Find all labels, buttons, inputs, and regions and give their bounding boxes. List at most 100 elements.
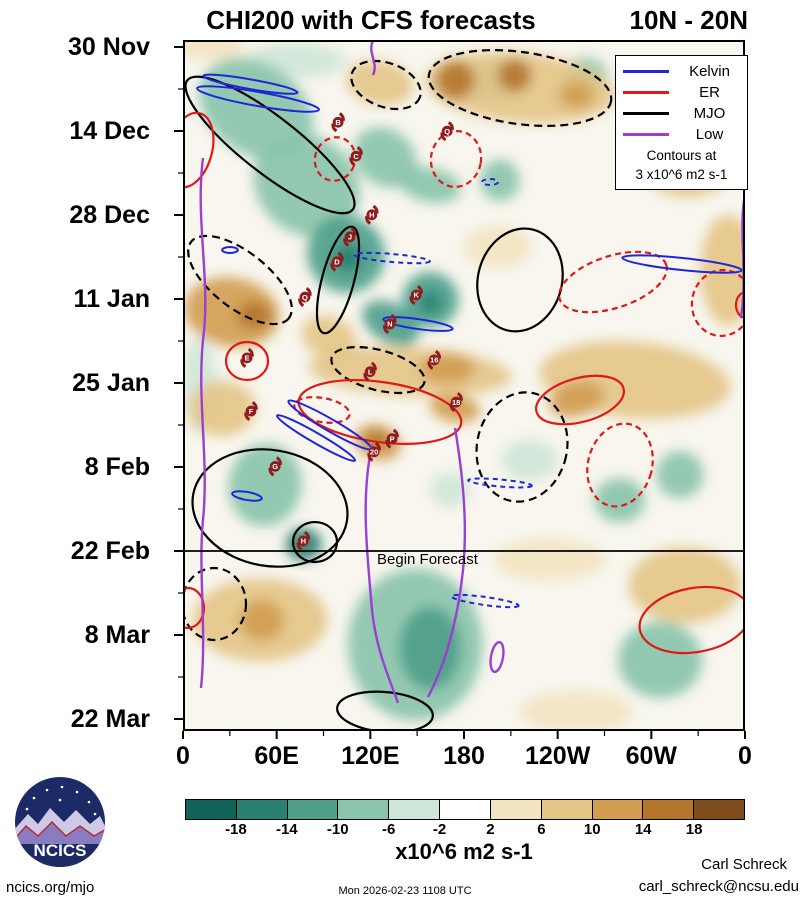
colorbar-tick-label: 18 bbox=[685, 821, 703, 838]
colorbar-tick-label: 14 bbox=[634, 821, 652, 838]
er-contour bbox=[429, 129, 483, 188]
x-axis-label: 0 bbox=[176, 742, 190, 770]
colorbar-segment bbox=[643, 800, 695, 819]
legend-item-label: ER bbox=[699, 84, 720, 101]
anomaly-blob bbox=[435, 60, 476, 100]
er-contour bbox=[535, 374, 625, 426]
anomaly-blob bbox=[430, 472, 470, 508]
cyclone-marker-label: F bbox=[249, 407, 254, 416]
cyclone-marker: 16 bbox=[427, 349, 441, 370]
kelvin-line-sample-icon bbox=[623, 70, 669, 73]
cyclone-marker: 20 bbox=[367, 441, 381, 462]
x-axis-label: 180 bbox=[443, 742, 485, 770]
low-contour bbox=[199, 157, 207, 689]
cyclone-marker: J bbox=[343, 226, 357, 247]
cyclone-marker-label: Q bbox=[302, 293, 308, 302]
cyclone-marker-label: 20 bbox=[370, 448, 378, 457]
colorbar-segment bbox=[338, 800, 390, 819]
anomaly-blob bbox=[464, 226, 532, 269]
colorbar-tick-label: 2 bbox=[486, 821, 495, 838]
kelvin-contour bbox=[231, 490, 263, 502]
legend-item-label: MJO bbox=[693, 105, 726, 122]
cyclone-marker-label: H bbox=[369, 211, 374, 220]
y-axis-label: 22 Mar bbox=[70, 704, 150, 733]
colorbar-tick-label: -10 bbox=[326, 821, 349, 838]
legend-item-label: Kelvin bbox=[689, 63, 730, 80]
er-contour bbox=[183, 586, 206, 630]
colorbar-segment bbox=[592, 800, 644, 819]
colorbar-segment bbox=[186, 800, 237, 819]
legend-note-1: Contours at bbox=[646, 148, 717, 163]
cyclone-marker: L bbox=[363, 361, 377, 382]
anomaly-blob bbox=[188, 380, 256, 436]
cyclone-marker-label: C bbox=[353, 152, 359, 161]
colorbar-tick-label: -14 bbox=[275, 821, 298, 838]
cyclone-marker: P bbox=[385, 428, 399, 449]
ncics-logo: NCICS bbox=[15, 777, 105, 867]
cyclone-markers: B Q C H J D Q K N E L 16 F 18 P 20 G H bbox=[240, 112, 463, 551]
er-contour bbox=[638, 585, 745, 655]
anomaly-blob bbox=[617, 621, 703, 698]
er-line-sample-icon bbox=[623, 91, 669, 94]
anomaly-blob bbox=[183, 40, 245, 61]
kelvin-contour bbox=[382, 316, 454, 332]
logo-text: NCICS bbox=[34, 841, 87, 860]
mjo-contour bbox=[184, 75, 356, 215]
low-contour bbox=[364, 444, 400, 704]
er-contour bbox=[293, 396, 351, 424]
mjo-contour bbox=[475, 391, 569, 503]
er-contour bbox=[734, 290, 745, 320]
anomaly-blob bbox=[594, 478, 645, 523]
cyclone-marker-label: 18 bbox=[452, 398, 460, 407]
kelvin-contour bbox=[467, 477, 533, 489]
cyclone-marker-label: H bbox=[301, 537, 306, 546]
anomaly-field bbox=[183, 40, 745, 731]
colorbar-segment bbox=[389, 800, 441, 819]
er-contour bbox=[183, 111, 215, 189]
anomaly-blob bbox=[700, 214, 745, 326]
er-contour bbox=[558, 250, 668, 314]
anomaly-blob bbox=[399, 606, 462, 690]
kelvin-contour bbox=[275, 414, 357, 462]
logo-stars-icon bbox=[25, 785, 97, 816]
cyclone-marker-label: P bbox=[390, 434, 395, 443]
low-contour bbox=[370, 40, 376, 76]
chart-title: CHI200 with CFS forecasts bbox=[206, 5, 536, 35]
y-axis-label: 14 Dec bbox=[69, 117, 150, 145]
anomaly-blob bbox=[656, 451, 704, 499]
cyclone-marker-label: J bbox=[348, 233, 352, 242]
legend-item-label: Low bbox=[695, 126, 724, 143]
mjo-contour bbox=[191, 448, 349, 568]
anomaly-blob bbox=[237, 301, 272, 329]
low-line-sample-icon bbox=[623, 133, 669, 136]
footer-site-link: ncics.org/mjo bbox=[6, 879, 95, 896]
legend-items: Kelvin ER MJO Low bbox=[623, 61, 740, 145]
colorbar-segment bbox=[694, 800, 744, 819]
cyclone-marker: C bbox=[349, 146, 363, 167]
colorbar-tick-label: -18 bbox=[225, 821, 247, 838]
kelvin-contour bbox=[450, 593, 520, 609]
colorbar-tick-label: -6 bbox=[381, 821, 396, 838]
cyclone-marker: K bbox=[409, 285, 423, 305]
legend-item-er: ER bbox=[623, 82, 740, 103]
anomaly-blob bbox=[548, 381, 604, 418]
anomaly-blob bbox=[353, 127, 417, 188]
cyclone-marker: H bbox=[365, 204, 379, 225]
er-contour bbox=[224, 340, 270, 382]
colorbar-tick-label: 6 bbox=[537, 821, 546, 838]
legend-item-kelvin: Kelvin bbox=[623, 61, 740, 82]
cyclone-marker-label: B bbox=[335, 118, 341, 127]
kelvin-contour bbox=[196, 85, 320, 113]
footer-credit-email: carl_schreck@ncsu.edu bbox=[638, 878, 799, 895]
cyclone-marker: F bbox=[244, 401, 258, 422]
mjo-contour bbox=[183, 566, 248, 642]
colorbar-segment bbox=[287, 800, 339, 819]
x-axis-label: 0 bbox=[738, 742, 752, 770]
mjo-contour bbox=[187, 234, 293, 326]
mjo-contour bbox=[350, 59, 422, 111]
anomaly-blob bbox=[520, 690, 633, 731]
cyclone-marker-label: Q bbox=[444, 127, 450, 136]
colorbar-tick-label: -2 bbox=[432, 821, 447, 838]
cyclone-marker: Q bbox=[298, 287, 312, 308]
anomaly-blob bbox=[480, 159, 520, 202]
